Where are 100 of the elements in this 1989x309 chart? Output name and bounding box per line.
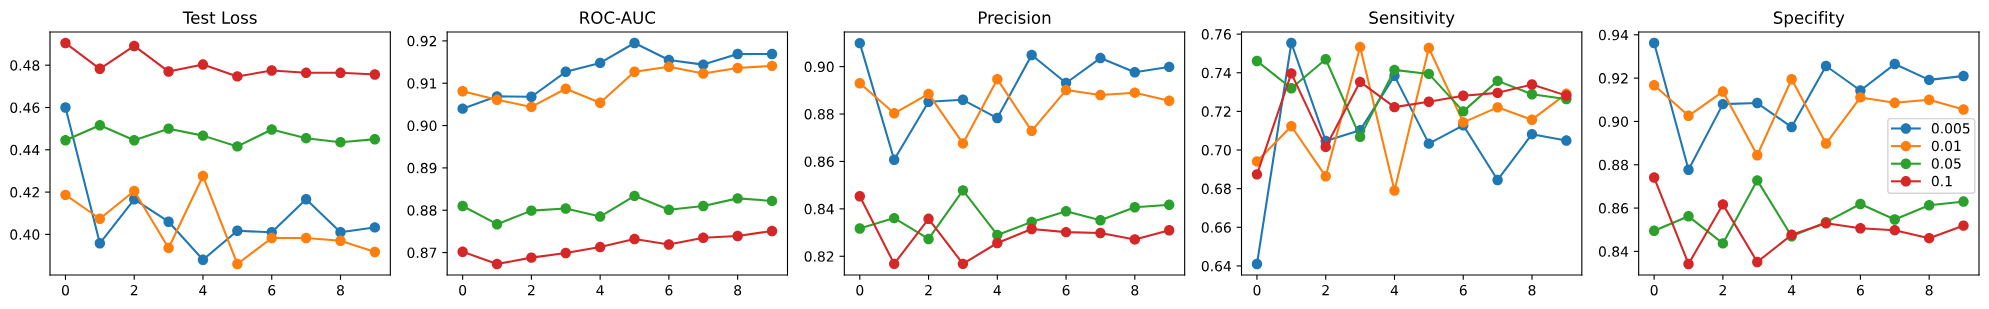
point — [526, 91, 537, 102]
y-tick-label: 0.86 — [804, 156, 834, 167]
point — [1855, 198, 1866, 210]
point — [766, 60, 778, 72]
x-tick-label: 2 — [1719, 284, 1726, 296]
point — [1492, 174, 1503, 186]
point — [300, 67, 312, 79]
point — [457, 86, 468, 97]
point — [232, 225, 243, 237]
point — [1060, 226, 1072, 238]
x-tick-label: 8 — [337, 284, 344, 296]
point — [854, 191, 866, 202]
x-tick-label: 0 — [459, 284, 467, 296]
point — [1026, 125, 1037, 137]
point — [1526, 114, 1538, 125]
point — [560, 247, 571, 259]
point — [1320, 171, 1331, 182]
point — [732, 193, 743, 204]
point — [1923, 200, 1935, 211]
point — [94, 238, 106, 249]
point — [457, 246, 468, 257]
point — [1129, 201, 1141, 213]
point — [1492, 102, 1503, 113]
point — [163, 66, 174, 77]
legend-label: 0.1 — [1931, 175, 1952, 187]
point — [1354, 41, 1366, 53]
point — [732, 48, 743, 60]
point — [1958, 70, 1969, 82]
x-tick-label: 6 — [1856, 284, 1864, 296]
point — [300, 232, 312, 244]
point — [1389, 185, 1400, 196]
point — [266, 232, 277, 244]
point — [1889, 214, 1900, 225]
point — [1251, 55, 1263, 67]
point — [1163, 199, 1175, 211]
point — [1423, 138, 1435, 149]
point — [594, 241, 606, 253]
point — [94, 63, 106, 75]
chart-title: Precision — [978, 11, 1051, 24]
point — [335, 235, 346, 246]
point — [1923, 94, 1935, 105]
point — [526, 101, 537, 113]
point — [60, 189, 71, 201]
y-tick-label: 0.68 — [1201, 183, 1231, 195]
point — [1423, 42, 1435, 54]
point — [1648, 37, 1660, 49]
point — [594, 211, 606, 222]
point — [1286, 121, 1297, 132]
point — [491, 258, 503, 270]
point — [1163, 95, 1175, 106]
x-tick-label: 4 — [596, 285, 604, 296]
y-tick-label: 0.94 — [1598, 29, 1629, 41]
point — [698, 232, 709, 243]
y-tick-label: 0.70 — [1201, 144, 1231, 156]
y-tick-label: 0.64 — [1201, 260, 1231, 272]
point — [923, 88, 934, 100]
point — [1717, 238, 1729, 249]
point — [1163, 224, 1175, 236]
y-tick-label: 0.92 — [407, 35, 437, 47]
point — [1648, 225, 1660, 237]
point — [1820, 60, 1832, 72]
point — [300, 194, 312, 205]
point — [1683, 258, 1694, 270]
x-tick-label: 4 — [1390, 285, 1399, 296]
point — [888, 108, 900, 119]
point — [60, 135, 71, 146]
point — [1320, 141, 1331, 153]
point — [369, 134, 381, 145]
point — [732, 62, 743, 74]
y-tick-label: 0.90 — [804, 61, 834, 73]
point — [1648, 80, 1660, 91]
point — [1129, 67, 1141, 78]
point — [1889, 58, 1900, 70]
point — [560, 66, 571, 77]
point — [888, 212, 900, 224]
x-tick-label: 4 — [199, 285, 207, 296]
point — [766, 48, 778, 60]
point — [1752, 150, 1763, 161]
point — [1286, 68, 1297, 79]
x-tick-label: 2 — [130, 284, 138, 296]
point — [560, 83, 571, 94]
point — [232, 141, 243, 152]
point — [1526, 128, 1538, 140]
y-tick-label: 0.91 — [407, 78, 437, 89]
point — [992, 112, 1003, 124]
point — [663, 204, 675, 216]
point — [335, 67, 346, 79]
point — [1251, 258, 1263, 270]
point — [766, 195, 778, 207]
point — [163, 123, 174, 134]
point — [197, 170, 209, 182]
legend-label: 0.01 — [1931, 140, 1961, 152]
point — [129, 185, 140, 197]
point — [629, 190, 640, 202]
y-tick-label: 0.48 — [10, 60, 40, 71]
y-tick-label: 0.44 — [10, 144, 40, 156]
point — [1958, 220, 1969, 231]
point — [854, 78, 866, 89]
point — [1095, 52, 1106, 64]
point — [992, 73, 1003, 85]
